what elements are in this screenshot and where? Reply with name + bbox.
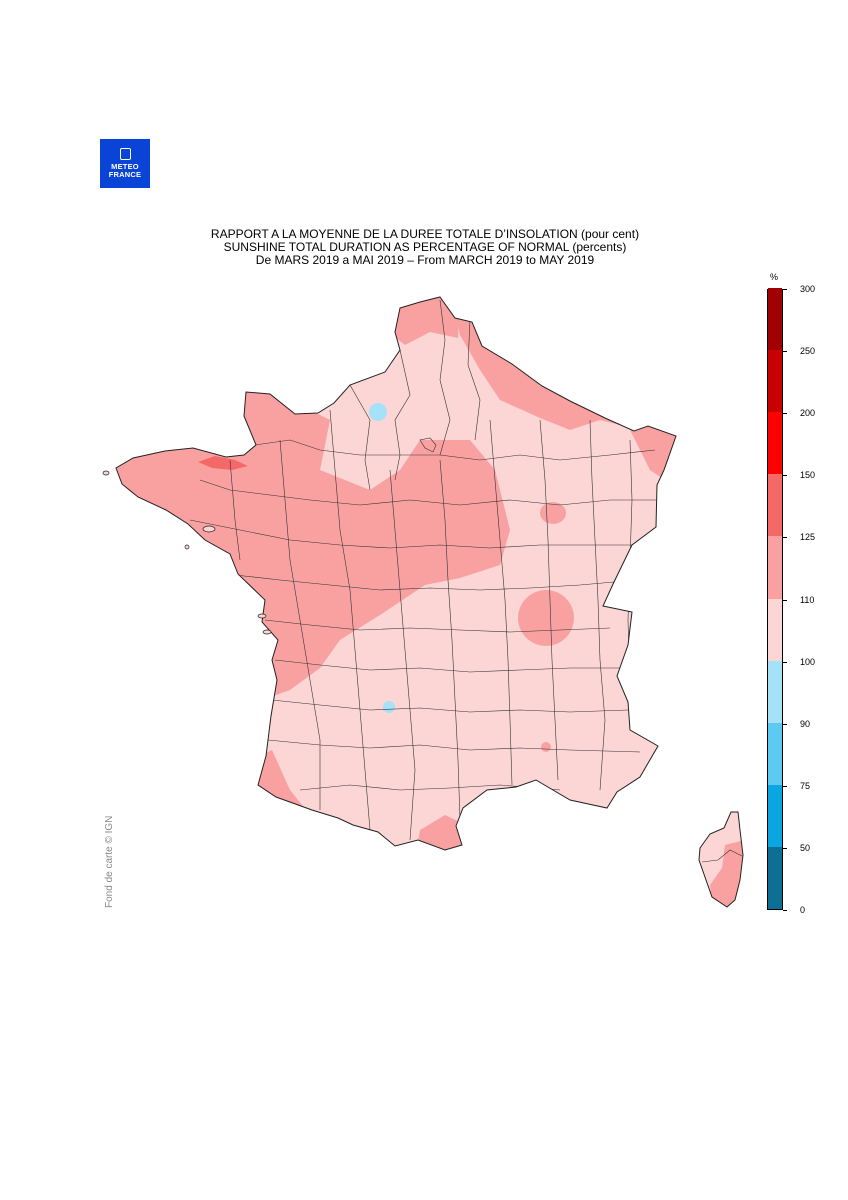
legend-tick-label: 100 [800,656,816,667]
legend-tick-label: 300 [800,284,816,294]
legend-tick-mark [783,847,787,849]
legend-tick-mark [783,661,787,663]
legend-unit: % [770,272,779,282]
legend-tick-mark [783,599,787,601]
legend-band [768,598,782,661]
meteo-france-logo: METEO FRANCE [100,139,150,188]
legend-band [768,784,782,847]
legend-band [768,535,782,599]
legend-tick-label: 200 [800,408,816,419]
title-line-2: SUNSHINE TOTAL DURATION AS PERCENTAGE OF… [223,240,627,254]
legend-tick-mark [783,537,787,539]
legend-tick-label: 250 [800,346,816,357]
legend-band [768,287,782,351]
legend-tick-label: 50 [800,842,811,853]
legend-band [768,411,782,475]
legend-tick-label: 150 [800,470,816,481]
legend-tick-mark [783,351,787,353]
legend-tick-label: 110 [800,594,815,605]
department-borders [189,299,656,841]
logo-text-line2: FRANCE [108,170,142,179]
title-line-3: De MARS 2019 a MAI 2019 – From MARCH 201… [255,253,595,267]
legend-band [768,349,782,413]
legend-tick-mark [783,289,787,290]
map-title: RAPPORT A LA MOYENNE DE LA DUREE TOTALE … [120,228,730,267]
legend-tick-mark [783,413,787,415]
legend-band [768,722,782,785]
legend-tick-mark [783,910,787,911]
legend-tick-label: 90 [800,718,811,729]
legend-band [768,660,782,723]
title-line-1: RAPPORT A LA MOYENNE DE LA DUREE TOTALE … [210,227,640,241]
meteo-france-logo-icon [119,148,131,160]
legend-tick-mark [783,723,787,725]
legend-tick-mark [783,785,787,787]
legend-tick-mark [783,475,787,477]
color-scale-legend [767,287,783,910]
islands [102,470,272,635]
legend-tick-label: 75 [800,780,811,791]
legend-band [768,473,782,537]
logo-text-line1: METEO [111,162,139,171]
corsica-department-border [701,849,743,863]
legend-tick-label: 0 [800,905,806,915]
legend-tick-label: 125 [800,532,816,543]
legend-band [768,846,782,909]
